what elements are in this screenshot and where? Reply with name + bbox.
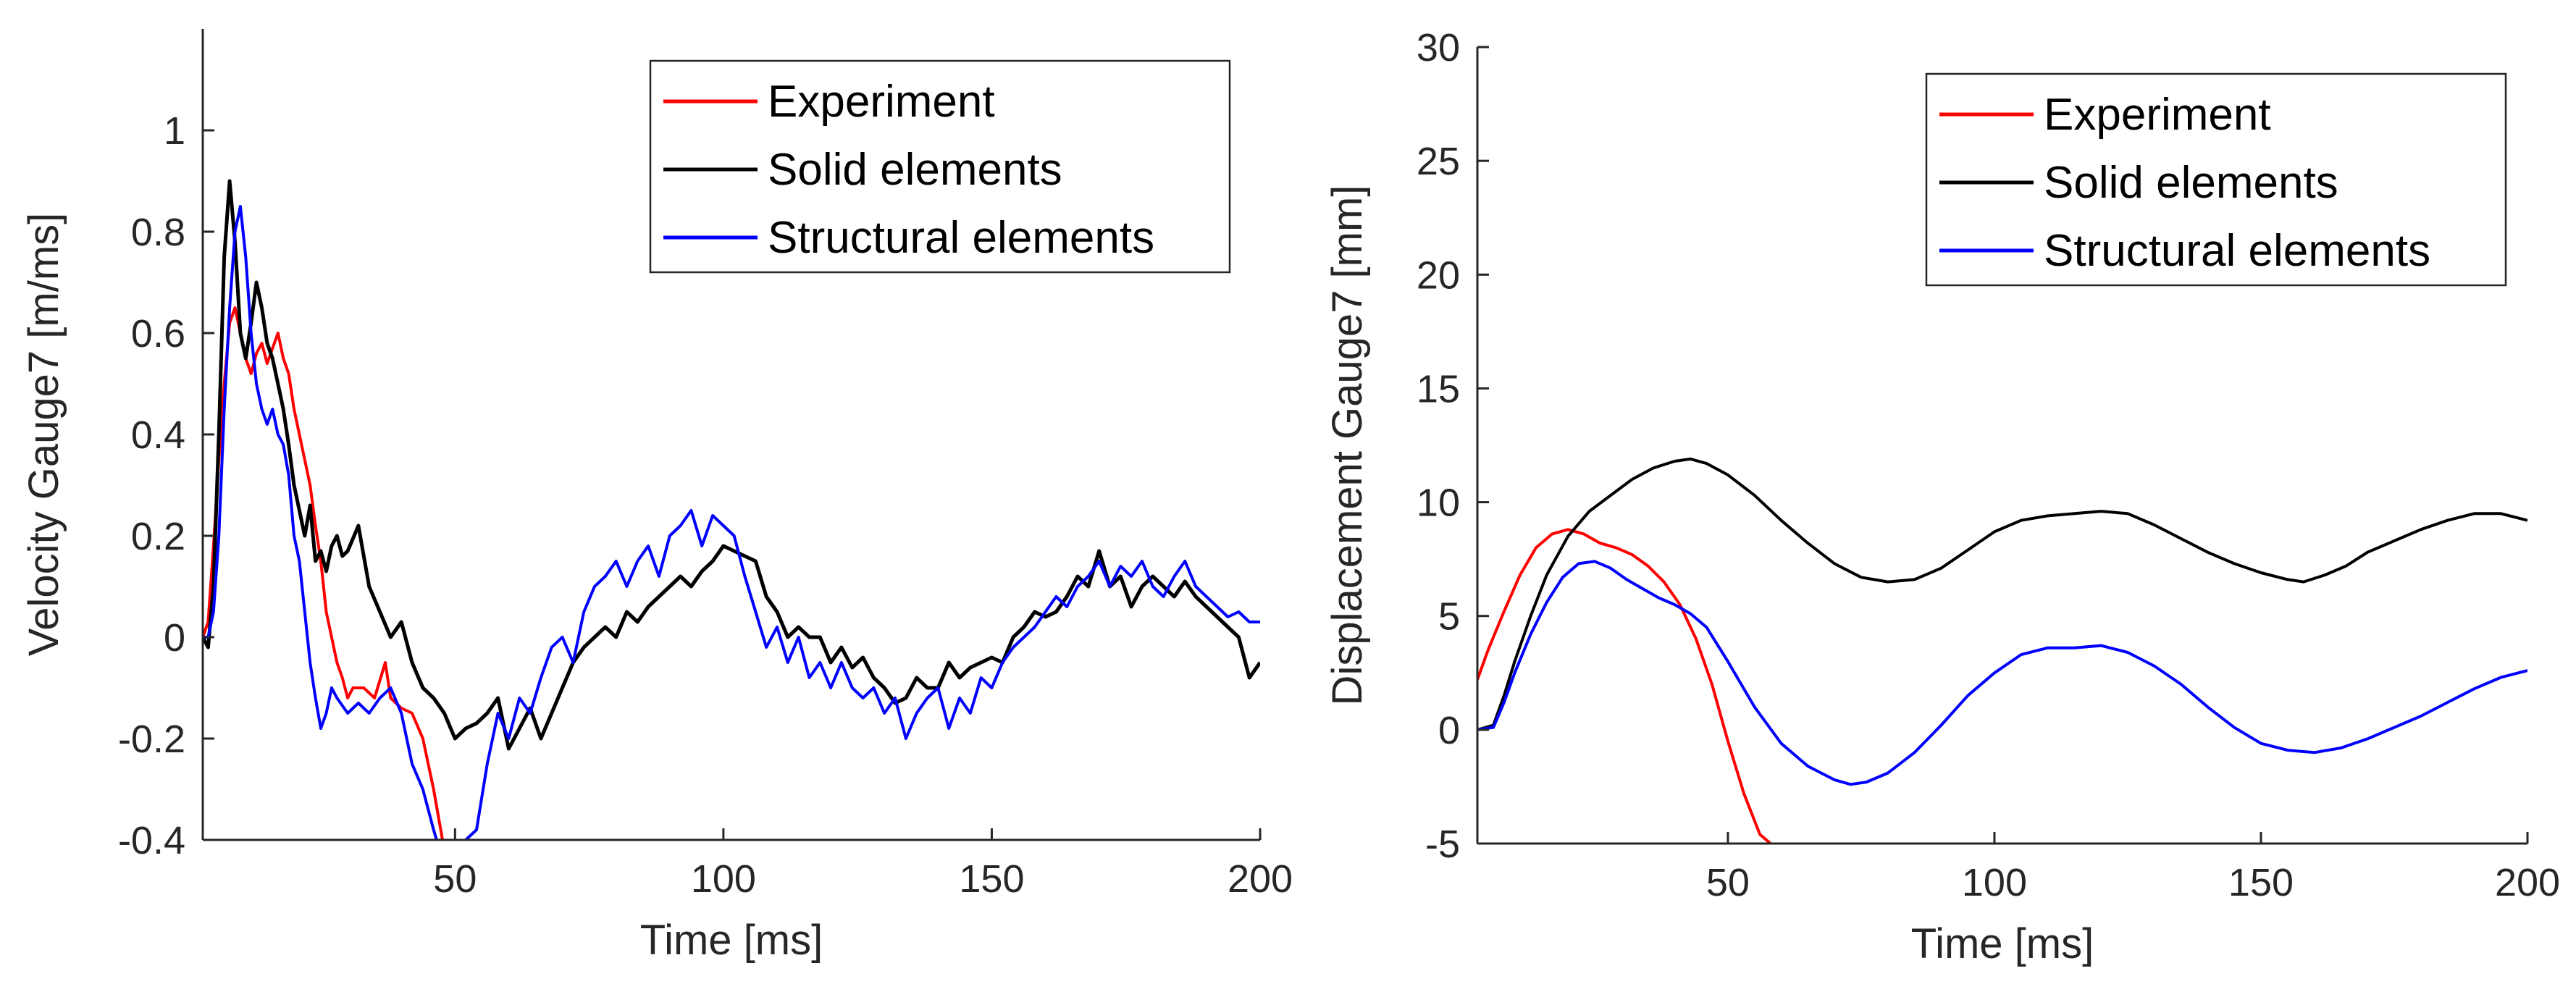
displacement-legend-label-structural: Structural elements bbox=[2044, 226, 2430, 276]
velocity-y-tick-label: 0.2 bbox=[131, 515, 185, 558]
displacement-y-tick-label: 0 bbox=[1438, 709, 1460, 752]
velocity-y-tick-label: 0.6 bbox=[131, 312, 185, 356]
velocity-series-line-structural-elements bbox=[203, 205, 1260, 840]
displacement-series-line-experiment bbox=[1477, 528, 1772, 844]
displacement-y-ticks: -5 0 5 10 15 20 25 30 bbox=[1417, 26, 1489, 866]
displacement-y-tick-label: 30 bbox=[1417, 26, 1460, 70]
displacement-legend-label-solid: Solid elements bbox=[2044, 158, 2338, 208]
velocity-legend-label-solid: Solid elements bbox=[768, 145, 1062, 195]
velocity-series-group bbox=[203, 179, 1260, 840]
velocity-y-tick-label: 0.8 bbox=[131, 211, 185, 254]
velocity-y-tick-label: 1 bbox=[164, 109, 185, 153]
displacement-x-tick-label: 200 bbox=[2495, 861, 2560, 904]
velocity-x-tick-label: 200 bbox=[1228, 857, 1293, 901]
velocity-x-axis-label: Time [ms] bbox=[640, 917, 823, 964]
velocity-x-ticks: 50 100 150 200 bbox=[433, 828, 1293, 901]
velocity-series-line-solid-elements bbox=[203, 179, 1260, 751]
velocity-y-tick-label: 0 bbox=[164, 616, 185, 660]
velocity-x-tick-label: 50 bbox=[433, 857, 477, 901]
velocity-y-tick-label: -0.4 bbox=[118, 819, 185, 862]
displacement-y-axis-label: Displacement Gauge7 [mm] bbox=[1324, 185, 1371, 706]
displacement-series-line-solid-elements bbox=[1477, 457, 2527, 731]
displacement-legend: Experiment Solid elements Structural ele… bbox=[1925, 72, 2507, 287]
velocity-x-tick-label: 100 bbox=[691, 857, 756, 901]
velocity-legend-label-experiment: Experiment bbox=[768, 77, 995, 127]
velocity-y-axis-label: Velocity Gauge7 [m/ms] bbox=[20, 213, 67, 656]
velocity-y-ticks: -0.4 -0.2 0 0.2 0.4 0.6 0.8 1 bbox=[118, 109, 214, 862]
displacement-y-tick-label: 10 bbox=[1417, 482, 1460, 525]
displacement-x-tick-label: 150 bbox=[2228, 861, 2294, 904]
displacement-y-tick-label: -5 bbox=[1425, 823, 1460, 866]
displacement-y-tick-label: 20 bbox=[1417, 253, 1460, 297]
velocity-chart: 50 100 150 200 -0.4 -0.2 0 0.2 0.4 0.6 0.8 1 Time … bbox=[20, 29, 1293, 964]
velocity-y-tick-label: -0.2 bbox=[118, 718, 185, 761]
velocity-legend-label-structural: Structural elements bbox=[768, 213, 1154, 263]
displacement-y-tick-label: 25 bbox=[1417, 140, 1460, 183]
velocity-legend: Experiment Solid elements Structural ele… bbox=[649, 59, 1231, 274]
displacement-x-tick-label: 50 bbox=[1706, 861, 1750, 904]
velocity-series-line-experiment bbox=[203, 306, 445, 840]
displacement-x-tick-label: 100 bbox=[1962, 861, 2027, 904]
displacement-x-ticks: 50 100 150 200 bbox=[1706, 832, 2560, 904]
velocity-x-tick-label: 150 bbox=[959, 857, 1024, 901]
displacement-series-group bbox=[1477, 457, 2527, 844]
displacement-legend-label-experiment: Experiment bbox=[2044, 90, 2271, 140]
displacement-series-line-structural-elements bbox=[1477, 560, 2527, 786]
velocity-y-tick-label: 0.4 bbox=[131, 413, 185, 457]
displacement-chart: 50 100 150 200 -5 0 5 10 15 20 25 30 Time [ms] Dis… bbox=[1324, 26, 2560, 967]
displacement-x-axis-label: Time [ms] bbox=[1911, 920, 2094, 967]
displacement-y-tick-label: 5 bbox=[1438, 595, 1460, 639]
displacement-y-tick-label: 15 bbox=[1417, 367, 1460, 411]
